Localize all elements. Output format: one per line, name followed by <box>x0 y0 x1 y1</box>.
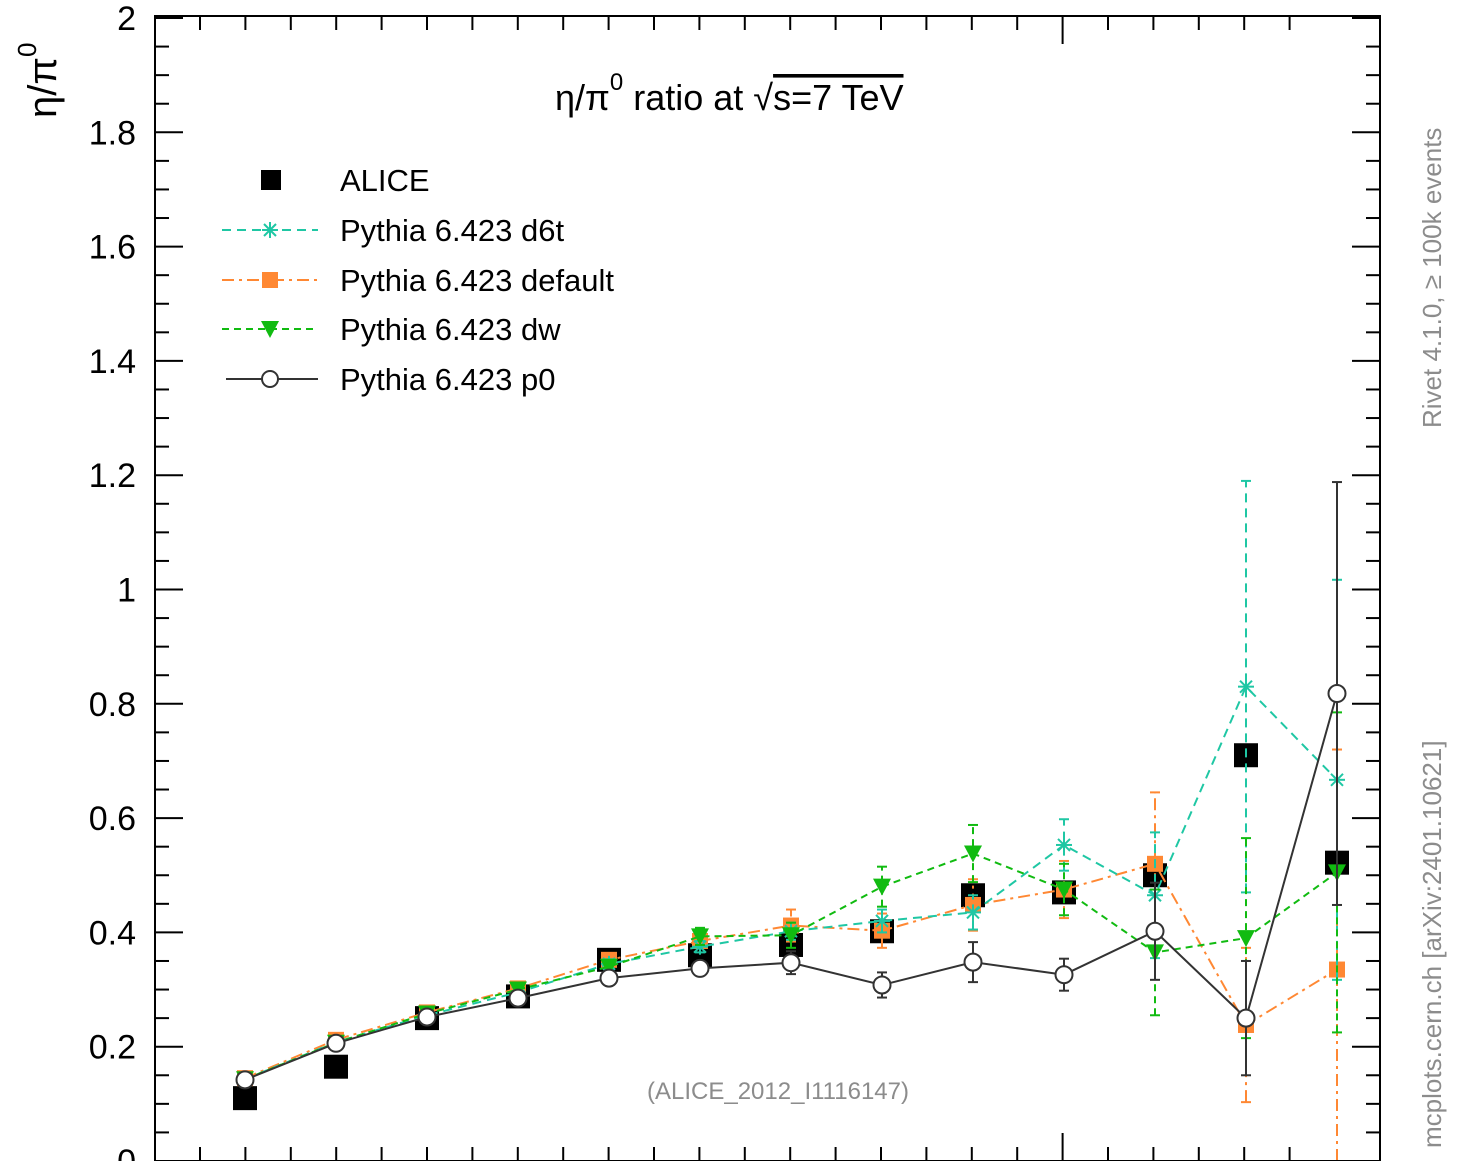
data-point-p0 <box>599 968 619 988</box>
y-tick-label: 1 <box>117 572 136 610</box>
legend-label-default: Pythia 6.423 default <box>340 263 614 298</box>
data-point-alice <box>324 1054 348 1079</box>
plot-frame <box>154 15 1381 1161</box>
legend-item-dw: Pythia 6.423 dw <box>222 312 561 347</box>
data-point-d6t <box>874 912 890 929</box>
data-point-dw <box>873 878 891 896</box>
rivet-version-label: Rivet 4.1.0, ≥ 100k events <box>1417 128 1447 428</box>
data-point-dw <box>1237 930 1255 948</box>
data-point-dw <box>600 958 618 976</box>
legend-marker-d6t <box>262 222 278 238</box>
mcplots-source-label: mcplots.cern.ch [arXiv:2401.10621] <box>1417 740 1447 1148</box>
series-pythia-6-423-p0 <box>235 481 1347 1090</box>
legend-marker-p0 <box>261 370 279 388</box>
legend: ALICE Pythia 6.423 d6t Pythia 6.423 defa… <box>222 163 614 397</box>
legend-label-d6t: Pythia 6.423 d6t <box>340 213 564 248</box>
legend-marker-default <box>262 272 278 288</box>
y-tick-label: 0.8 <box>89 686 136 724</box>
data-point-p0 <box>872 975 892 995</box>
y-tick-labels: 0 0.2 0.4 0.6 0.8 1 1.2 1.4 1.6 1.8 2 <box>89 0 136 1161</box>
data-point-p0 <box>781 953 801 973</box>
y-tick-label: 2 <box>117 0 136 38</box>
data-point-p0 <box>1054 965 1074 985</box>
legend-label-dw: Pythia 6.423 dw <box>340 312 561 347</box>
legend-item-alice: ALICE <box>261 163 430 198</box>
data-point-p0 <box>417 1007 437 1027</box>
legend-item-d6t: Pythia 6.423 d6t <box>222 213 564 248</box>
series-layer <box>233 479 1349 1161</box>
legend-label-p0: Pythia 6.423 p0 <box>340 362 555 397</box>
y-tick-label: 1.2 <box>89 457 136 495</box>
analysis-id-watermark: (ALICE_2012_I1116147) <box>647 1078 909 1105</box>
data-point-dw <box>1055 881 1073 899</box>
data-point-p0 <box>963 952 983 972</box>
data-point-p0 <box>508 988 528 1008</box>
y-tick-label: 1.6 <box>89 229 136 267</box>
y-tick-label: 1.8 <box>89 114 136 152</box>
chart-title: η/π0 ratio at √s=7 TeV <box>555 69 904 118</box>
legend-item-p0: Pythia 6.423 p0 <box>226 362 555 397</box>
data-point-dw <box>782 927 800 945</box>
series-line <box>244 693 1338 1081</box>
legend-item-default: Pythia 6.423 default <box>222 263 614 298</box>
data-point-d6t <box>965 904 981 921</box>
data-point-p0 <box>1145 921 1165 941</box>
y-tick-label: 1.4 <box>89 343 136 381</box>
legend-marker-alice <box>261 170 281 190</box>
data-point-p0 <box>326 1033 346 1053</box>
data-point-p0 <box>1236 1008 1256 1028</box>
data-point-d6t <box>1056 836 1072 853</box>
y-tick-label: 0 <box>117 1143 136 1161</box>
series-pythia-6-423-d6t <box>237 479 1345 1088</box>
data-point-p0 <box>1327 684 1347 704</box>
axis-ticks <box>155 16 1380 1161</box>
data-point-p0 <box>690 958 710 978</box>
legend-marker-dw <box>261 321 279 338</box>
y-tick-label: 0.4 <box>89 914 136 952</box>
data-point-p0 <box>235 1070 255 1090</box>
y-axis-title: η/π0 <box>12 43 65 118</box>
series-pythia-6-423-dw <box>236 711 1346 1089</box>
y-tick-label: 0.2 <box>89 1029 136 1067</box>
data-point-d6t <box>692 938 708 955</box>
y-tick-label: 0.6 <box>89 800 136 838</box>
data-point-d6t <box>1238 678 1254 695</box>
data-point-dw <box>691 928 709 946</box>
legend-label-alice: ALICE <box>340 163 430 198</box>
data-point-alice <box>233 1086 257 1111</box>
data-point-dw <box>964 845 982 863</box>
